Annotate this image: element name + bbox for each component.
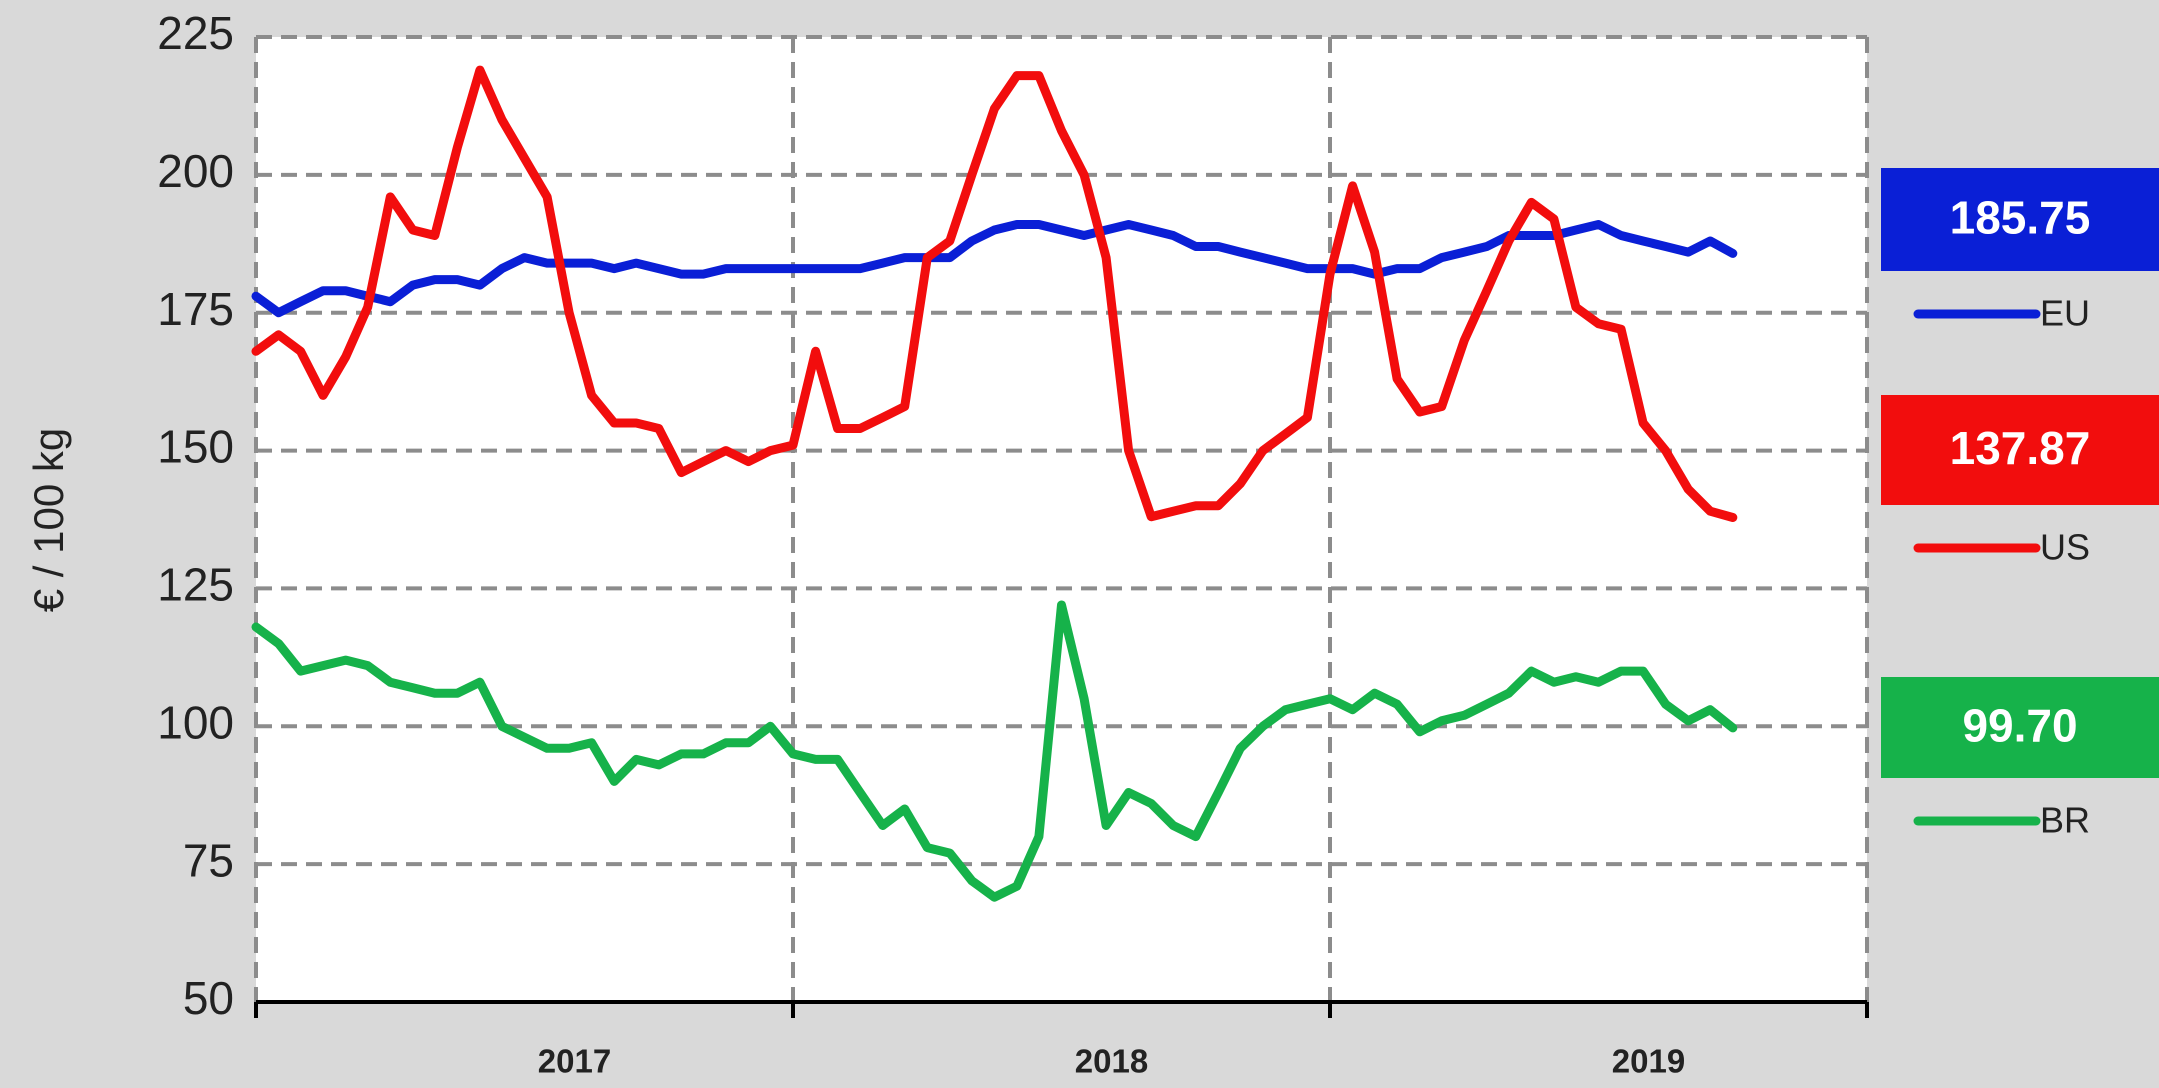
- y-tick-label: 125: [157, 559, 234, 611]
- value-label: 185.75: [1950, 192, 2091, 244]
- y-tick-label: 100: [157, 696, 234, 748]
- x-tick-label: 2017: [538, 1043, 611, 1080]
- value-box: [1881, 168, 2159, 271]
- y-axis-label: € / 100 kg: [25, 428, 72, 612]
- value-label: 137.87: [1950, 422, 2091, 474]
- legend-label: EU: [2040, 293, 2090, 334]
- y-tick-label: 225: [157, 7, 234, 59]
- y-tick-label: 75: [183, 834, 234, 886]
- series-line: [251, 65, 1738, 522]
- y-tick-label: 50: [183, 972, 234, 1024]
- value-box: [1881, 395, 2159, 505]
- legend-label: BR: [2040, 800, 2090, 841]
- y-tick-label: 175: [157, 283, 234, 335]
- x-tick-label: 2019: [1612, 1043, 1685, 1080]
- x-tick-label: 2018: [1075, 1043, 1148, 1080]
- legend-label: US: [2040, 527, 2090, 568]
- y-tick-label: 150: [157, 421, 234, 473]
- series-line: [251, 600, 1738, 902]
- plot-area: [256, 37, 1867, 1002]
- value-label: 99.70: [1962, 700, 2077, 752]
- value-box: [1881, 677, 2159, 778]
- series-line: [251, 220, 1738, 318]
- y-tick-label: 200: [157, 145, 234, 197]
